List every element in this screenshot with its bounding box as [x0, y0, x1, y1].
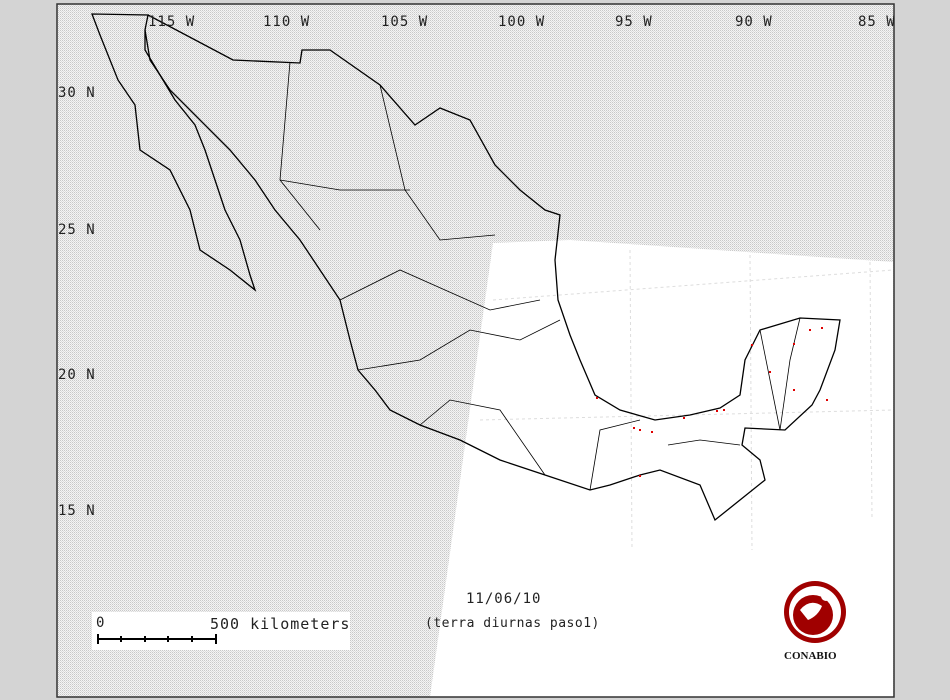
map-subtitle: (terra diurnas paso1)	[425, 616, 600, 631]
country-outline	[91, 13, 841, 522]
map-date: 11/06/10	[466, 591, 542, 607]
fire-point	[793, 389, 795, 391]
lat-label: 15 N	[58, 503, 96, 519]
lon-label: 110 W	[263, 14, 311, 30]
fire-point	[651, 431, 653, 433]
lat-label: 30 N	[58, 85, 96, 101]
satellite-swath	[430, 240, 893, 697]
fire-point	[723, 409, 725, 411]
lat-label: 20 N	[58, 367, 96, 383]
lon-label: 115 W	[148, 14, 196, 30]
fire-point	[793, 343, 795, 345]
fire-point	[751, 344, 753, 346]
lon-label: 85 W	[858, 14, 894, 30]
fire-point	[821, 327, 823, 329]
logo-text: CONABIO	[784, 650, 837, 662]
fire-point	[683, 417, 685, 419]
conabio-logo-icon	[784, 581, 846, 643]
fire-point	[769, 371, 771, 373]
lon-label: 95 W	[615, 14, 653, 30]
fire-point	[716, 410, 718, 412]
scale-end-label: 500 kilometers	[210, 615, 351, 633]
lon-label: 105 W	[381, 14, 429, 30]
fire-point	[639, 475, 641, 477]
graticule	[479, 249, 894, 551]
scale-bar: 0 500 kilometers	[92, 612, 350, 650]
scale-start-label: 0	[96, 615, 106, 631]
lon-label: 90 W	[735, 14, 773, 30]
fire-point	[633, 427, 635, 429]
fire-point	[596, 397, 598, 399]
lat-label: 25 N	[58, 222, 96, 238]
fire-point	[639, 429, 641, 431]
fire-point	[826, 399, 828, 401]
state-borders	[279, 61, 801, 491]
fire-points	[596, 327, 828, 477]
scale-ruler	[97, 634, 217, 644]
lon-label: 100 W	[498, 14, 546, 30]
fire-point	[809, 329, 811, 331]
mainland-mexico	[144, 14, 841, 522]
map-frame	[56, 3, 895, 698]
